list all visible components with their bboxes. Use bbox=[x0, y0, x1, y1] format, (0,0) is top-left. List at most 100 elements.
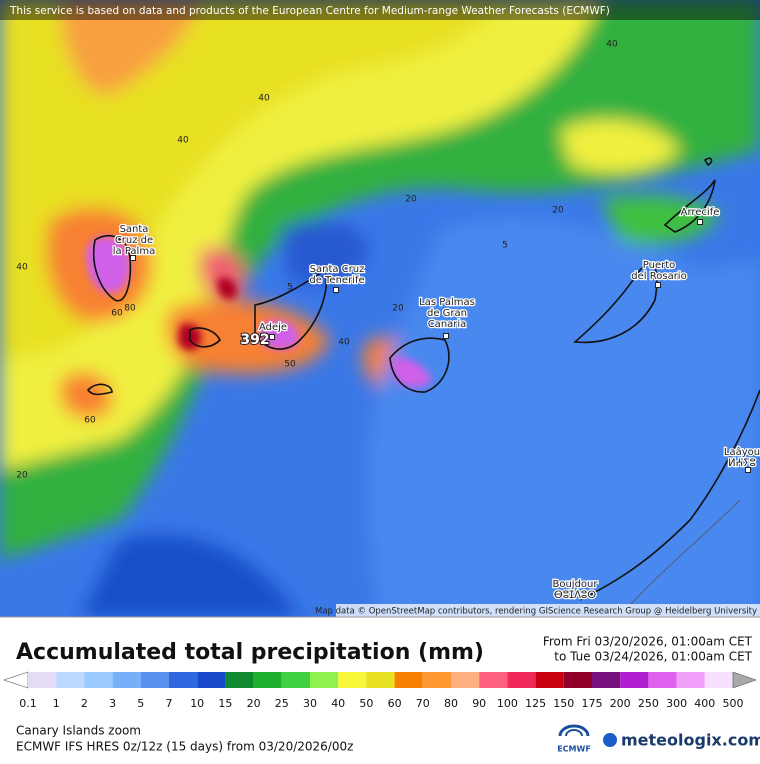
colorbar-label: 150 bbox=[553, 697, 574, 710]
colorbar-label: 0.1 bbox=[19, 697, 37, 710]
place-label: Cruz de bbox=[115, 235, 153, 246]
brand-logo: meteologix.com bbox=[603, 731, 760, 750]
colorbar-label: 60 bbox=[388, 697, 402, 710]
colorbar-end bbox=[732, 671, 757, 689]
colorbar-label: 70 bbox=[416, 697, 430, 710]
colorbar-label: 1 bbox=[53, 697, 60, 710]
place-label: Arrecife bbox=[681, 207, 720, 218]
colorbar-label: 3 bbox=[109, 697, 116, 710]
colorbar-box bbox=[676, 672, 705, 688]
colorbar-box bbox=[197, 672, 226, 688]
place-label: Adeje bbox=[259, 322, 287, 333]
colorbar-box bbox=[112, 672, 141, 688]
region: Canary Islands zoom bbox=[16, 724, 141, 738]
colorbar-label: 20 bbox=[247, 697, 261, 710]
contour-label: 40 bbox=[16, 263, 28, 273]
colorbar-box bbox=[366, 672, 395, 688]
max-marker: 392 bbox=[239, 331, 270, 349]
contour-label: 5 bbox=[502, 241, 508, 251]
place-marker bbox=[745, 467, 751, 473]
contour-label: 40 bbox=[338, 338, 350, 348]
colorbar-label: 250 bbox=[638, 697, 659, 710]
contour-label: 20 bbox=[405, 195, 417, 205]
colorbar-box bbox=[225, 672, 254, 688]
colorbar-label: 25 bbox=[275, 697, 289, 710]
colorbar-label: 400 bbox=[694, 697, 715, 710]
colorbar-box bbox=[169, 672, 198, 688]
contour-label: 40 bbox=[258, 94, 270, 104]
colorbar-label: 10 bbox=[190, 697, 204, 710]
colorbar-box bbox=[253, 672, 282, 688]
colorbar-label: 125 bbox=[525, 697, 546, 710]
place-marker bbox=[130, 255, 136, 261]
colorbar-label: 100 bbox=[497, 697, 518, 710]
header-bar bbox=[0, 0, 760, 20]
brand: meteologix.com bbox=[621, 731, 760, 750]
contour-label: 80 bbox=[124, 304, 136, 314]
colorbar-label: 40 bbox=[331, 697, 345, 710]
colorbar-label: 500 bbox=[723, 697, 744, 710]
colorbar-box bbox=[479, 672, 508, 688]
colorbar-box bbox=[648, 672, 677, 688]
model-info: ECMWF IFS HRES 0z/12z (15 days) from 03/… bbox=[16, 740, 353, 754]
contour-label: 5 bbox=[287, 283, 293, 293]
attribution: Map data © OpenStreetMap contributors, r… bbox=[315, 607, 757, 617]
colorbar-box bbox=[535, 672, 564, 688]
period-from: From Fri 03/20/2026, 01:00am CET bbox=[543, 635, 753, 649]
colorbar-box bbox=[620, 672, 649, 688]
place-marker bbox=[269, 334, 275, 340]
colorbar-label: 5 bbox=[137, 697, 144, 710]
colorbar: 0.1 1 2 3 5 7 10 15 20 25 30 40 50 60 70 80 90 100 125 150 1… bbox=[3, 671, 757, 710]
colorbar-box bbox=[338, 672, 367, 688]
contour-label: 50 bbox=[284, 360, 296, 370]
place-label: la Palma bbox=[113, 246, 155, 257]
place-marker bbox=[443, 333, 449, 339]
colorbar-label: 80 bbox=[444, 697, 458, 710]
colorbar-box bbox=[704, 672, 733, 688]
colorbar-label: 15 bbox=[218, 697, 232, 710]
contour-label: 60 bbox=[111, 309, 123, 319]
place-label: Boujdour bbox=[552, 579, 598, 590]
ecmwf-logo: ECMWF bbox=[557, 724, 591, 754]
contour-label: 60 bbox=[84, 416, 96, 426]
colorbar-label: 90 bbox=[472, 697, 486, 710]
colorbar-label: 30 bbox=[303, 697, 317, 710]
place-label: Puerto bbox=[643, 260, 676, 271]
colorbar-box bbox=[592, 672, 621, 688]
place-marker bbox=[655, 282, 661, 288]
colorbar-box bbox=[507, 672, 536, 688]
colorbar-box bbox=[451, 672, 480, 688]
colorbar-box bbox=[563, 672, 592, 688]
colorbar-box bbox=[28, 672, 57, 688]
place-marker bbox=[333, 287, 339, 293]
max-value: 392 bbox=[240, 332, 269, 348]
colorbar-label: 7 bbox=[166, 697, 173, 710]
place-label: del Rosario bbox=[631, 271, 686, 282]
attribution-bg bbox=[336, 604, 760, 617]
colorbar-box bbox=[281, 672, 310, 688]
colorbar-label: 200 bbox=[610, 697, 631, 710]
colorbar-box bbox=[310, 672, 339, 688]
colorbar-label: 2 bbox=[81, 697, 88, 710]
place-label: Santa bbox=[120, 224, 149, 235]
place-label: ⵍⵄⵢⵓ bbox=[728, 458, 756, 469]
header-notice: This service is based on data and produc… bbox=[9, 5, 610, 17]
place-label: Canaria bbox=[428, 319, 467, 330]
place-label: Laâyou bbox=[724, 446, 760, 458]
ecmwf-label: ECMWF bbox=[557, 745, 591, 754]
place-marker bbox=[697, 219, 703, 225]
period-to: to Tue 03/24/2026, 01:00am CET bbox=[554, 650, 752, 664]
contour-label: 40 bbox=[606, 40, 618, 50]
colorbar-end bbox=[3, 671, 29, 689]
place-label: de Tenerife bbox=[309, 275, 364, 286]
contour-label: 40 bbox=[177, 136, 189, 146]
colorbar-label: 300 bbox=[666, 697, 687, 710]
legend-title: Accumulated total precipitation (mm) bbox=[16, 640, 484, 665]
colorbar-box bbox=[394, 672, 423, 688]
place-label: Las Palmas bbox=[419, 297, 475, 308]
place-label: de Gran bbox=[427, 308, 467, 319]
